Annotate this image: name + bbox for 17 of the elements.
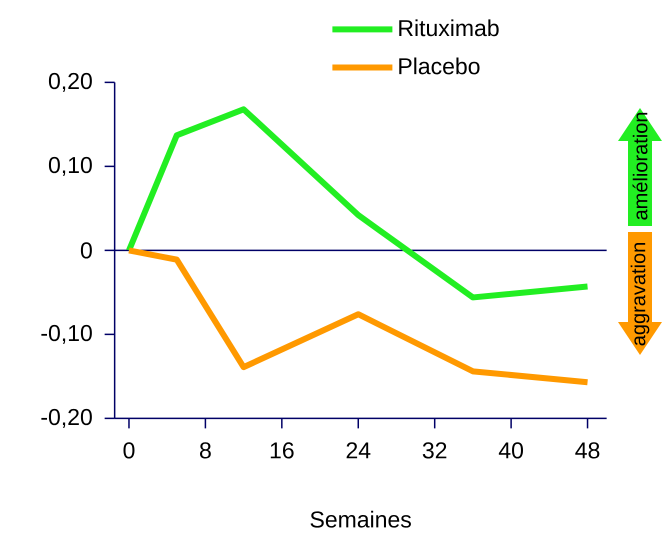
legend-label: Rituximab [399,19,499,36]
y-tick-label: 0,10 [48,156,92,176]
y-tick-label: 0 [80,242,92,259]
text: amélioration [632,112,648,220]
x-tick-label: 32 [422,442,446,459]
text: aggravation [630,243,650,346]
legend-label: Placebo [399,57,480,74]
y-tick-label: -0,10 [41,324,92,344]
y-tick-label: -0,20 [41,408,92,428]
x-tick-label: 8 [200,442,211,459]
x-tick-label: 48 [575,442,600,459]
x-tick-label: 16 [270,442,294,459]
y-tick-label: 0,20 [48,72,92,92]
x-tick-label: 40 [498,442,524,459]
x-axis-title: Semaines [310,510,411,528]
x-tick-label: 24 [346,442,370,458]
x-tick-label: 0 [123,442,134,459]
